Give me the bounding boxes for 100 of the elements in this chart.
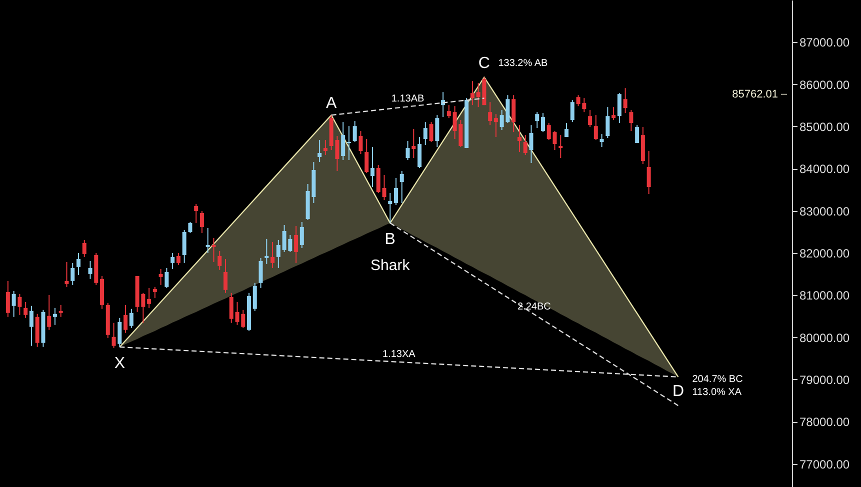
candlestick (552, 130, 557, 151)
candlestick (70, 262, 75, 286)
candlestick (223, 258, 228, 294)
candlestick (494, 114, 498, 138)
y-tick-label: 86000.00 (800, 78, 850, 92)
candlestick (512, 94, 516, 133)
y-tick-label: 84000.00 (800, 162, 850, 176)
y-tick-label: 85000.00 (800, 120, 850, 134)
candlestick (529, 124, 534, 164)
series-label: 1.13AB (391, 94, 424, 105)
candlestick (546, 122, 551, 141)
candlestick (423, 122, 428, 146)
candlestick (435, 114, 440, 148)
annotation: A (326, 95, 337, 112)
candlestick (112, 322, 116, 348)
candlestick (300, 221, 304, 248)
candlestick (147, 287, 152, 308)
candlestick (118, 317, 122, 348)
annotation: 204.7% BC (692, 374, 743, 385)
candlestick (412, 128, 416, 159)
candlestick (418, 136, 422, 169)
candlestick (346, 126, 351, 161)
candlestick (341, 122, 346, 161)
candlestick (212, 237, 216, 262)
candlestick (294, 226, 298, 264)
candlestick (446, 104, 451, 119)
candlestick (612, 106, 616, 121)
annotation: Shark (370, 257, 410, 274)
series-label: 2.24BC (517, 301, 551, 312)
annotation: X (114, 355, 126, 372)
candlestick (88, 260, 92, 280)
candlestick (535, 112, 540, 129)
candlestick (18, 293, 22, 316)
candlestick (429, 122, 434, 143)
series-label: 1.13XA (382, 348, 416, 360)
ref-line-label: 85762.01 (732, 88, 778, 100)
candlestick (558, 134, 563, 159)
candlestick (218, 250, 222, 270)
y-tick-label: 77000.00 (800, 457, 850, 472)
candlestick (540, 112, 545, 133)
y-tick-label: 80000.00 (800, 330, 850, 345)
y-tick-label: 81000.00 (800, 288, 850, 303)
candlestick (564, 122, 569, 138)
candlestick (635, 124, 640, 144)
candlestick (606, 106, 610, 139)
candlestick (406, 140, 410, 161)
candlestick (523, 134, 528, 156)
y-tick-label: 79000.00 (800, 372, 850, 387)
annotation: B (384, 231, 396, 248)
candlestick (47, 294, 52, 330)
candlestick (258, 257, 263, 288)
candlestick (358, 130, 363, 155)
candlestick (252, 282, 257, 312)
candlestick (270, 241, 275, 268)
y-tick-label: 83000.00 (800, 204, 850, 218)
candlestick (6, 280, 10, 318)
candlestick (629, 110, 634, 132)
candlestick (82, 239, 86, 258)
candlestick (517, 124, 522, 153)
candlestick (276, 239, 280, 268)
candlestick (29, 305, 34, 346)
candlestick (623, 88, 628, 114)
candlestick (152, 286, 157, 298)
candlestick (24, 301, 28, 318)
candlestick (206, 227, 210, 254)
annotation: C (478, 55, 490, 72)
candlestick (241, 309, 246, 328)
candlestick (388, 192, 392, 224)
candlestick (124, 304, 128, 334)
candlestick (370, 146, 374, 188)
candlestick (646, 150, 651, 194)
y-tick-label: 87000.00 (800, 36, 850, 50)
candlestick (323, 140, 328, 156)
candlestick (194, 203, 198, 224)
candlestick (352, 120, 357, 143)
annotation: 133.2% AB (498, 58, 548, 70)
candlestick (158, 268, 163, 286)
annotation: 113.0% XA (692, 386, 742, 398)
candlestick (570, 100, 574, 123)
y-tick-label: 78000.00 (800, 415, 850, 430)
annotation: D (672, 382, 684, 400)
candlestick (76, 252, 80, 276)
candlestick (64, 261, 69, 288)
candlestick (170, 252, 175, 270)
candlestick (182, 229, 186, 264)
candlestick (188, 221, 192, 234)
candlestick (617, 92, 622, 124)
candlestick (600, 134, 604, 148)
candlestick (58, 304, 63, 318)
candlestick (176, 252, 180, 266)
candlestick (400, 170, 404, 204)
candlestick (318, 140, 322, 163)
candlestick (364, 138, 369, 174)
candlestick (594, 114, 598, 141)
candlestick (470, 80, 474, 106)
candlestick (129, 308, 134, 328)
candlestick (164, 267, 169, 288)
candlestick (200, 210, 204, 234)
candlestick (394, 178, 398, 206)
candlestick (264, 238, 269, 264)
